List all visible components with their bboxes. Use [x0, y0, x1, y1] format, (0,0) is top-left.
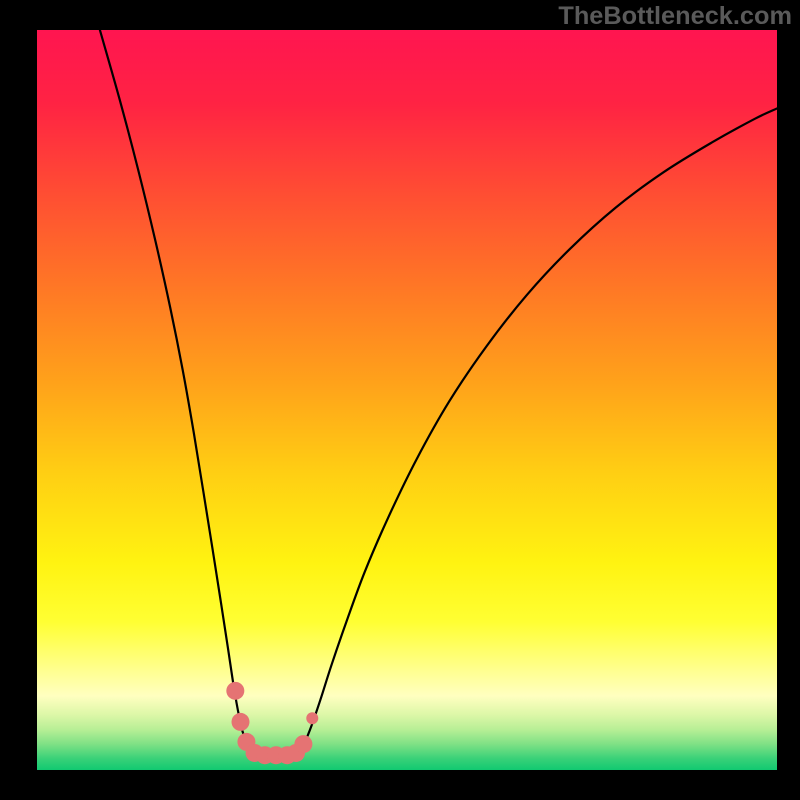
plot-area	[37, 30, 777, 770]
chart-frame: TheBottleneck.com	[0, 0, 800, 800]
valley-marker	[294, 735, 312, 753]
valley-marker	[226, 682, 244, 700]
valley-marker	[306, 712, 318, 724]
valley-marker	[232, 713, 250, 731]
watermark-text: TheBottleneck.com	[558, 2, 792, 31]
bottleneck-curve	[100, 30, 777, 756]
curve-layer	[37, 30, 777, 770]
